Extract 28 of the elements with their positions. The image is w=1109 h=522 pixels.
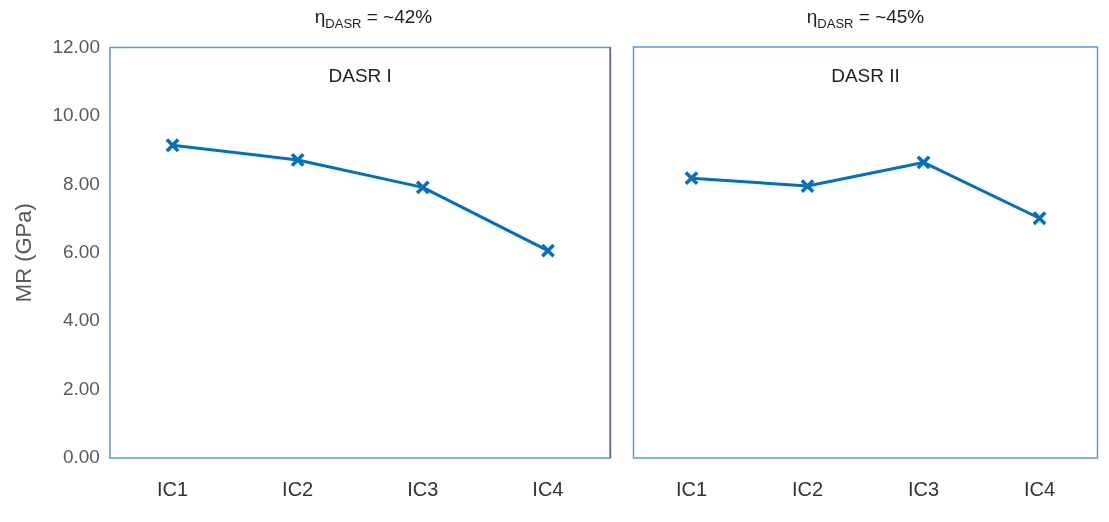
y-tick-label: 0.00 bbox=[62, 446, 100, 468]
point bbox=[684, 170, 699, 186]
point bbox=[800, 178, 815, 194]
x-tick-label: IC1 bbox=[675, 477, 708, 500]
x-tick-label: IC4 bbox=[1023, 477, 1056, 500]
y-tick-label: 4.00 bbox=[62, 309, 100, 331]
x-tick-label: IC3 bbox=[407, 477, 439, 500]
y-tick-label: 12.00 bbox=[52, 35, 100, 57]
y-tick-label: 8.00 bbox=[62, 172, 100, 194]
y-tick-label: 10.00 bbox=[52, 104, 100, 126]
point bbox=[916, 155, 931, 170]
x-tick-label: IC1 bbox=[156, 477, 189, 500]
point bbox=[1032, 210, 1047, 226]
chart-title: η$_{DASR}$ = ~45% bbox=[805, 6, 926, 31]
x-tick-label: IC2 bbox=[282, 477, 314, 500]
x-tick-label: IC2 bbox=[791, 477, 824, 500]
chart-title: η$_{DASR}$ = ~42% bbox=[313, 6, 434, 31]
point bbox=[415, 179, 431, 195]
point bbox=[290, 152, 306, 168]
point bbox=[540, 243, 556, 259]
annotation: DASR I bbox=[328, 65, 392, 87]
point bbox=[165, 137, 180, 153]
annotation: DASR II bbox=[831, 64, 900, 86]
y-tick-label: 2.00 bbox=[62, 377, 100, 399]
x-tick-label: IC4 bbox=[532, 477, 564, 500]
x-tick-label: IC3 bbox=[907, 477, 940, 500]
y-axis-title: MR (GPa) bbox=[11, 203, 37, 303]
y-tick-label: 6.00 bbox=[62, 240, 100, 262]
